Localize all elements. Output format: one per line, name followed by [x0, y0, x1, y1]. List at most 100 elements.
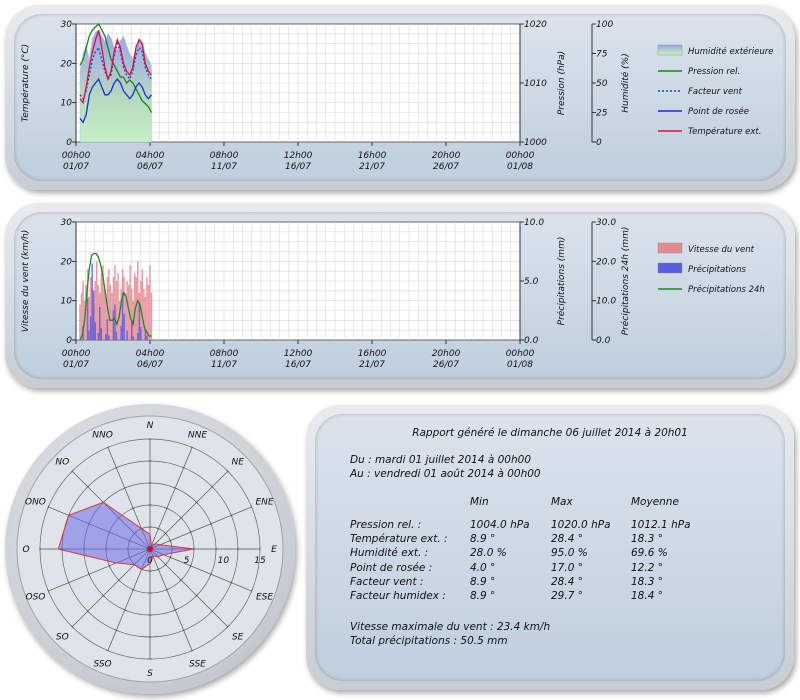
rose-spoke [149, 548, 252, 592]
wind-rain-chart-inner: 00h00 01/07 04h00 06/07 08h00 11/07 12h00 16/07… [14, 212, 786, 379]
rose-direction-label: OSO [25, 592, 45, 602]
rose-tick [250, 589, 253, 594]
series-bar [89, 277, 92, 340]
report-cell-max: 29.7 ° [551, 590, 583, 602]
rose-tick [169, 555, 172, 560]
legend-label: Point de rosée [688, 106, 749, 117]
series-bar [100, 328, 103, 340]
series-bar [143, 288, 145, 340]
series-bar [137, 332, 139, 340]
rose-direction-label: ESE [256, 592, 273, 602]
rose-tick [131, 507, 136, 510]
axis-label-left: Vitesse du vent (km/h) [21, 230, 31, 332]
rose-direction-label: S [147, 669, 153, 679]
rose-direction-label: NO [55, 457, 69, 467]
legend-swatch [657, 242, 683, 254]
series-bar [146, 335, 148, 340]
rose-tick [173, 486, 178, 490]
series-bar [105, 334, 107, 340]
y-tick-label: 1000 [524, 138, 547, 148]
series-bar [115, 331, 118, 340]
series-bar [134, 273, 136, 340]
rose-r-label: 15 [254, 556, 266, 566]
series-bar [80, 292, 83, 340]
rose-tick [189, 563, 192, 568]
weather-chart-panel: 00h00 01/07 04h00 06/07 08h00 11/07 12h00 16/07… [5, 5, 795, 190]
series-bar [126, 330, 128, 340]
rose-direction-label: N [147, 421, 154, 431]
x-tick-date: 21/07 [359, 360, 385, 370]
series-area [79, 29, 152, 143]
series-bar [138, 302, 141, 340]
axis-label-right1: Précipitations (mm) [556, 237, 567, 326]
weather-chart-inner: 00h00 01/07 04h00 06/07 08h00 11/07 12h00 16/07… [14, 14, 786, 181]
series-bar [121, 292, 124, 340]
series-bar [102, 265, 104, 340]
rose-tick [164, 588, 169, 591]
rose-tick [86, 485, 90, 489]
x-tick-date: 26/07 [433, 360, 459, 370]
report-cell-min: 28.0 % [470, 547, 507, 560]
series-bar [94, 281, 96, 340]
y-tick-label: 25 [596, 109, 608, 119]
report-cell-min: 8.9 ° [470, 590, 496, 602]
legend-label: Vitesse du vent [688, 245, 755, 255]
legend-swatch [657, 44, 683, 56]
rose-tick [181, 629, 186, 632]
series-bar [99, 306, 101, 340]
report-cell-avg: 18.3 ° [631, 533, 663, 546]
series-bar [126, 281, 128, 340]
report-to: Au : vendredi 01 août 2014 à 00h00 [350, 468, 541, 480]
rose-direction-label: SSO [93, 660, 111, 670]
rose-center [147, 546, 153, 552]
y-tick-label: 20 [61, 257, 73, 267]
series-bar [88, 330, 90, 340]
x-tick-time: 08h00 [210, 151, 239, 161]
rose-tick [67, 580, 70, 585]
legend-label: Humidité extérieure [688, 46, 773, 57]
axis-label-right2: Précipitations 24h (mm) [620, 227, 631, 336]
rose-tick [122, 608, 127, 612]
x-tick-time: 00h00 [62, 151, 91, 161]
series-bar [135, 277, 138, 340]
report-cell-min: 1004.0 hPa [470, 519, 530, 531]
series-bar [120, 288, 122, 340]
series-bar [129, 265, 131, 340]
legend-label: Facteur vent [688, 87, 743, 97]
y-tick-label: 0 [596, 138, 602, 148]
rose-tick [195, 500, 199, 504]
series-line [79, 22, 153, 113]
y-tick-label: 30.0 [596, 218, 616, 228]
rose-tick [250, 504, 253, 509]
wind-rain-chart: 00h0001/0704h0006/0708h0011/0712h0016/07… [21, 218, 765, 370]
rose-tick [209, 521, 213, 526]
report-cell-avg: 1012.1 hPa [631, 519, 691, 531]
series-bar [89, 316, 92, 340]
series-bar [114, 304, 116, 340]
series-line [79, 41, 152, 101]
series-bar [115, 281, 118, 340]
series-bar [106, 318, 109, 340]
rose-tick [114, 466, 119, 469]
rose-direction-label: SO [56, 633, 69, 643]
series-bar [112, 310, 115, 340]
x-tick-time: 04h00 [136, 151, 165, 161]
series-bar [127, 284, 130, 340]
series-bar [109, 284, 112, 340]
x-tick-time: 20h00 [432, 151, 461, 161]
series-bar [92, 290, 95, 340]
series-line [79, 252, 152, 341]
x-tick-time: 12h00 [284, 349, 313, 359]
rose-tick [189, 530, 192, 535]
report-cell-max: 17.0 ° [551, 561, 583, 574]
rose-tick [108, 563, 111, 568]
rose-tick [86, 609, 90, 613]
rose-direction-label: SE [232, 633, 244, 643]
series-bar [79, 304, 81, 340]
legend-label: Température ext. [688, 126, 761, 137]
x-tick-date: 26/07 [433, 162, 459, 172]
rose-spoke [149, 470, 229, 550]
x-tick-time: 12h00 [284, 151, 313, 161]
report-header: Rapport généré le dimanche 06 juillet 20… [412, 427, 688, 439]
y-tick-label: 30 [61, 20, 73, 30]
